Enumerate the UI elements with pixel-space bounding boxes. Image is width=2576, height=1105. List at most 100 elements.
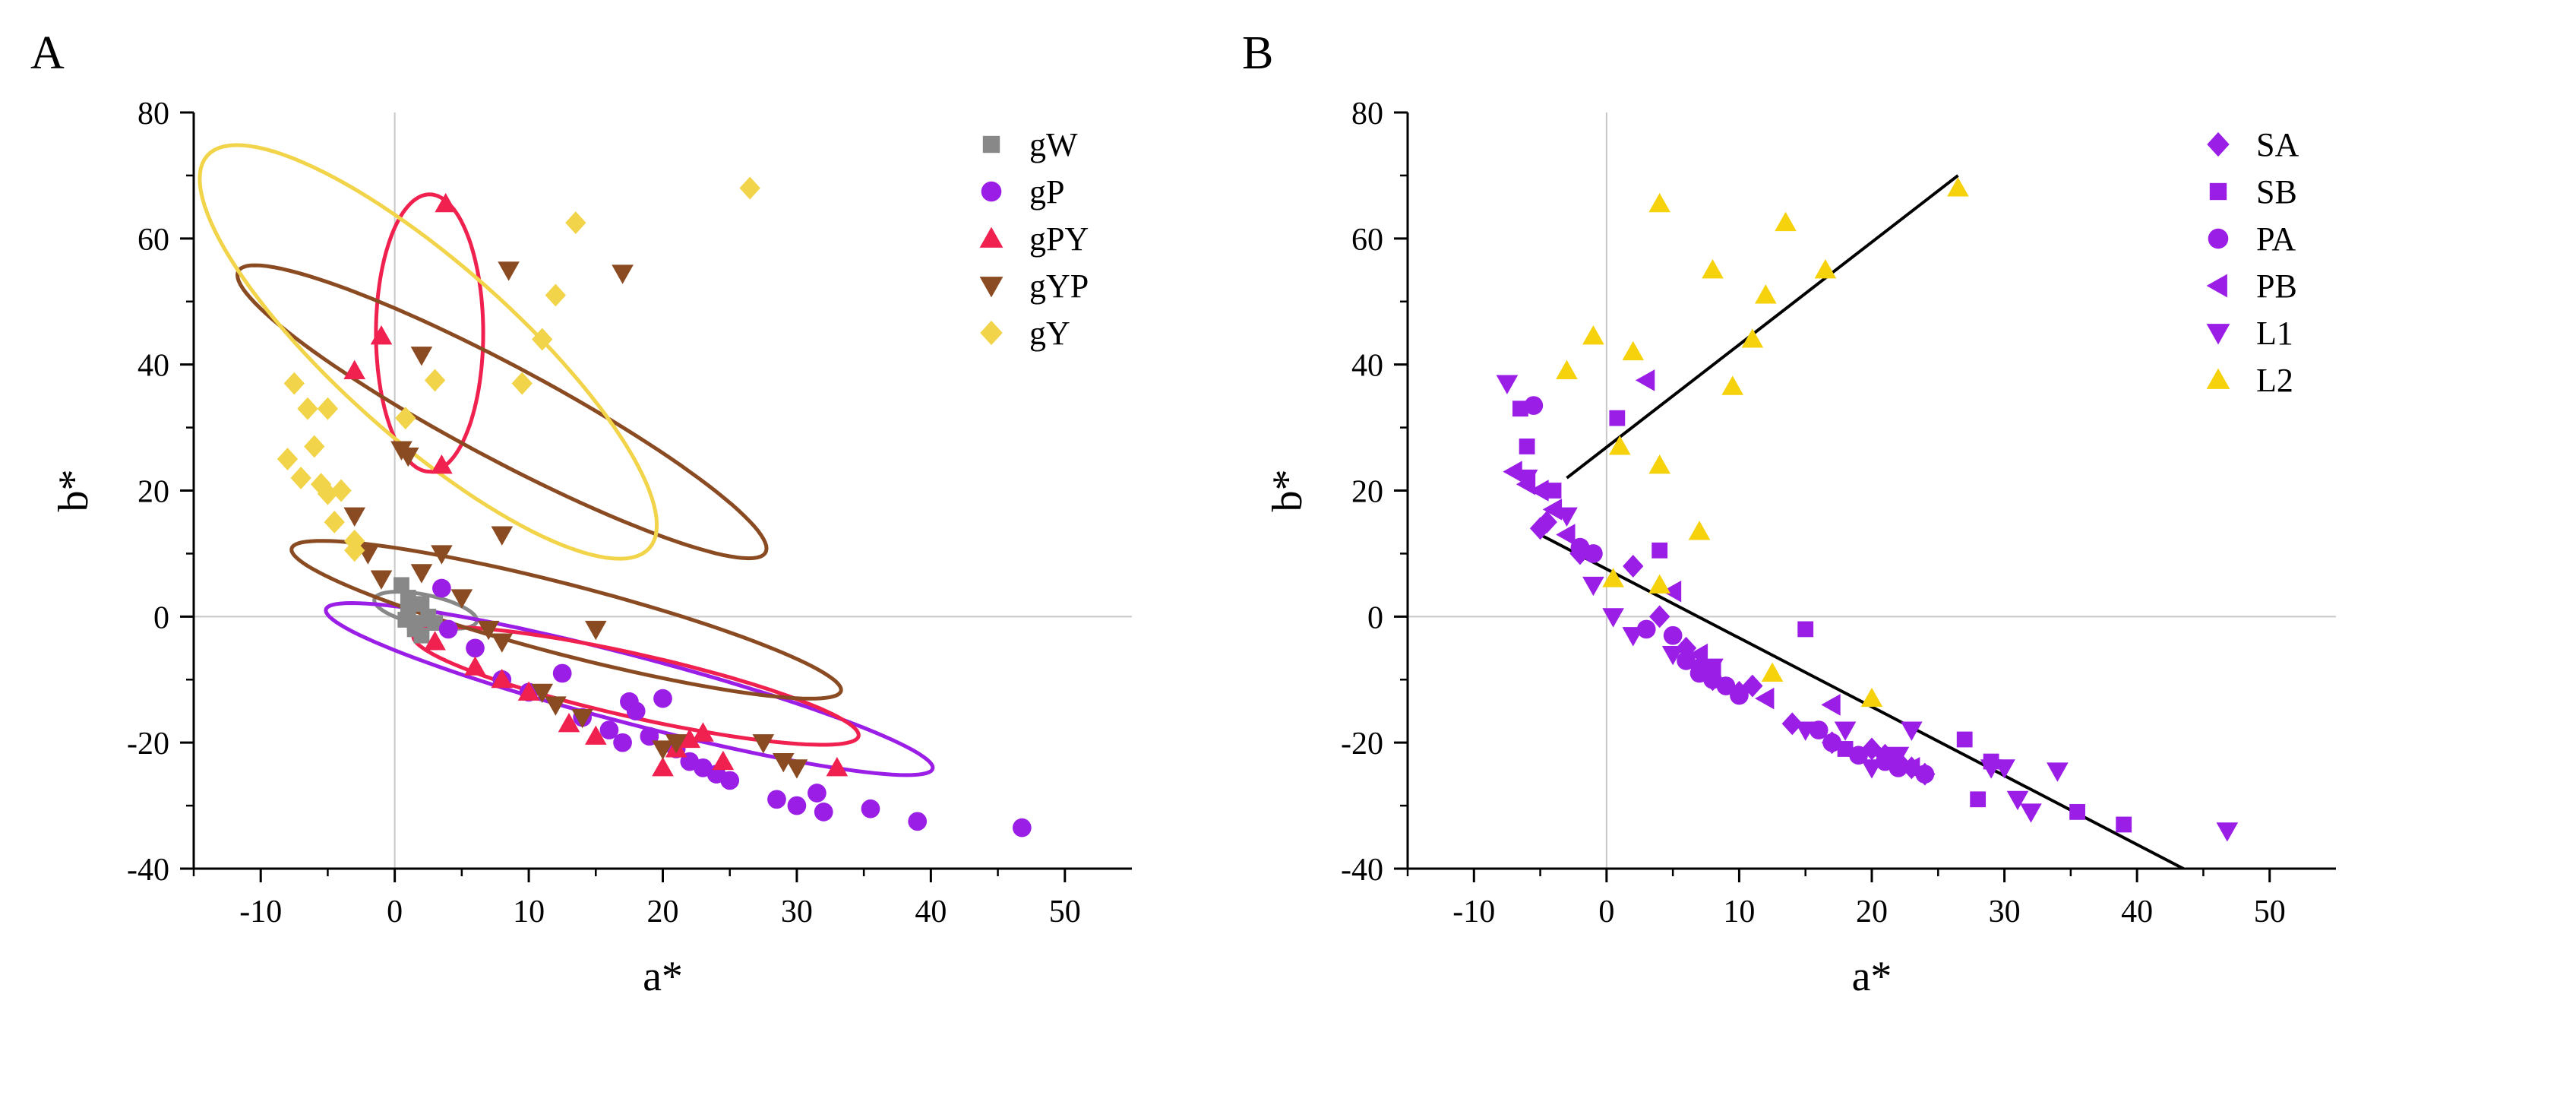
point-l1 <box>1702 658 1724 678</box>
point-l1 <box>1496 375 1519 394</box>
legend-marker-l2 <box>2206 368 2230 389</box>
point-l1 <box>1901 721 1923 741</box>
point-sa <box>1861 737 1882 761</box>
point-gyp <box>652 740 674 760</box>
point-l1 <box>1834 721 1857 741</box>
point-gyp <box>571 708 593 729</box>
point-pa <box>1663 625 1683 645</box>
point-sa <box>1529 517 1551 540</box>
point-gyp <box>498 261 520 281</box>
point-l2 <box>1602 568 1624 587</box>
x-tick-label: -10 <box>1452 894 1495 929</box>
legend-label-gy: gY <box>1029 315 1070 352</box>
legend-marker-l1 <box>2206 324 2230 345</box>
point-sa <box>1781 712 1803 736</box>
plot-area <box>198 143 1032 837</box>
point-sb <box>1837 741 1854 757</box>
point-gw <box>413 596 430 613</box>
point-pa <box>1822 733 1841 752</box>
point-gyp <box>491 526 514 546</box>
panel-b: B -10 0 10 20 30 40 50 -40 -20 0 20 40 60 80 a* b* SA SB PA… <box>1242 27 2336 1000</box>
point-l2 <box>1755 284 1777 304</box>
point-l1 <box>1602 608 1624 628</box>
y-tick-label: 40 <box>137 349 169 384</box>
point-gyp <box>531 683 554 704</box>
y-axis-title: b* <box>1264 470 1311 512</box>
point-pa <box>1524 396 1544 415</box>
point-gw <box>400 590 416 606</box>
ellipse-gy <box>198 143 659 561</box>
point-sa <box>1623 555 1644 578</box>
point-gyp <box>370 570 393 590</box>
point-gy <box>532 328 553 351</box>
point-gw <box>394 577 409 594</box>
series-gp <box>432 578 1032 837</box>
point-l2 <box>1721 375 1743 395</box>
legend-label-sa: SA <box>2256 126 2299 163</box>
y-tick-label: 20 <box>137 475 169 510</box>
point-pa <box>1636 619 1656 639</box>
point-pa <box>1677 651 1696 670</box>
point-gp <box>466 638 485 658</box>
x-tick-label: 30 <box>781 894 813 929</box>
y-tick-label: 0 <box>1367 600 1383 635</box>
point-gy <box>739 176 760 200</box>
point-pb <box>1901 757 1920 779</box>
point-gyp <box>410 347 433 366</box>
point-gpy <box>652 757 674 777</box>
point-gy <box>565 211 586 235</box>
point-l2 <box>1648 192 1670 213</box>
point-gpy <box>712 750 735 771</box>
point-pa <box>1915 765 1935 784</box>
point-gyp <box>584 620 607 641</box>
y-tick-label: 20 <box>1351 475 1383 510</box>
x-tick-label: 30 <box>1989 894 2021 929</box>
point-gyp <box>545 696 567 716</box>
point-sb <box>1609 410 1626 426</box>
point-gy <box>304 435 325 458</box>
series-l1 <box>1496 375 2239 842</box>
point-gy <box>277 448 299 470</box>
point-pa <box>1730 685 1749 705</box>
point-gp <box>808 784 827 803</box>
point-l1 <box>1622 627 1645 647</box>
legend-label-sb: SB <box>2256 173 2297 211</box>
x-tick-label: 20 <box>647 894 679 929</box>
point-l1 <box>2047 762 2069 782</box>
y-tick-label: -20 <box>1341 727 1383 761</box>
point-sb <box>2116 816 2132 833</box>
point-l1 <box>1860 759 1883 779</box>
x-tick-label: 50 <box>1049 894 1081 929</box>
ellipse-gyp <box>289 539 843 701</box>
point-gpy <box>678 728 701 749</box>
point-gp <box>767 790 786 809</box>
series-gpy <box>343 192 849 777</box>
ellipse-gyp <box>235 263 769 561</box>
point-pb <box>1661 580 1682 603</box>
point-pb <box>1556 524 1576 546</box>
legend-label-l2: L2 <box>2256 362 2293 399</box>
x-tick-label: 50 <box>2254 894 2286 929</box>
point-gp <box>432 578 451 598</box>
y-tick-label: 40 <box>1351 349 1383 384</box>
series-l2 <box>1556 177 1969 708</box>
point-gyp <box>450 589 473 609</box>
point-l2 <box>1648 454 1670 474</box>
point-gy <box>424 369 446 392</box>
series-gy <box>277 176 760 562</box>
point-sb <box>1970 791 1987 808</box>
point-pb <box>1821 694 1841 716</box>
x-tick-label: 0 <box>1598 894 1614 929</box>
legend: gW gP gPY gYP gY <box>979 126 1089 352</box>
point-gw <box>397 612 414 628</box>
legend-marker-pa <box>2208 228 2229 249</box>
x-tick-label: 40 <box>915 894 947 929</box>
x-axis-title: a* <box>1852 953 1892 1000</box>
point-l1 <box>1582 576 1604 597</box>
point-gpy <box>558 712 580 733</box>
point-gy <box>317 482 339 505</box>
legend-marker-sa <box>2207 131 2230 157</box>
point-gw <box>427 615 443 632</box>
x-tick-label: 40 <box>2121 894 2153 929</box>
